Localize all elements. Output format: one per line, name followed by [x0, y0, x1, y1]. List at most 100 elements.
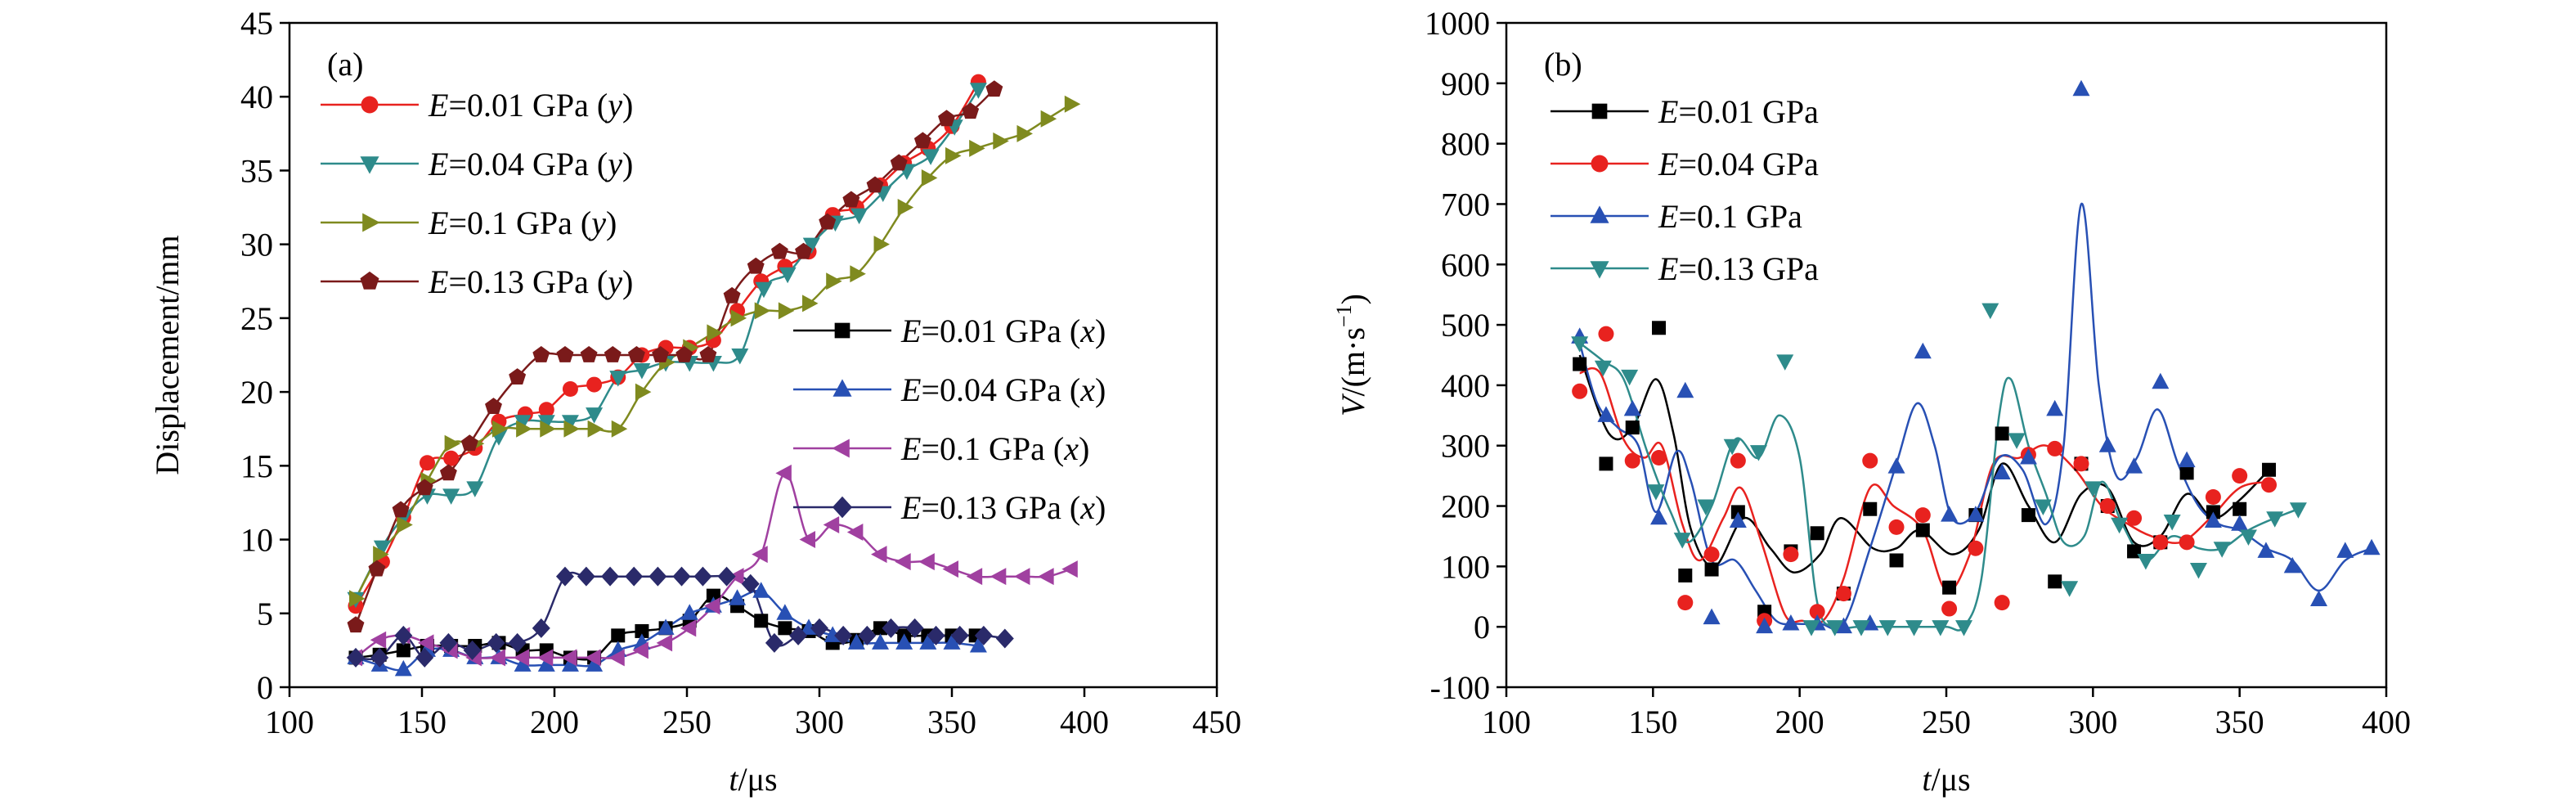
point-series-1 — [1994, 595, 2010, 611]
x-tick-label: 100 — [1482, 704, 1531, 740]
point-series-3 — [460, 434, 478, 452]
x-tick-label: 200 — [1775, 704, 1824, 740]
point-series-2 — [826, 272, 842, 290]
point-series-3 — [890, 154, 908, 171]
point-series-6 — [536, 649, 554, 667]
legend-marker — [362, 213, 380, 232]
point-series-4 — [611, 628, 626, 643]
point-series-1 — [1862, 452, 1878, 469]
point-series-1 — [802, 237, 820, 254]
y-tick-label: 1000 — [1425, 5, 1490, 42]
point-series-3 — [819, 213, 837, 230]
point-series-7 — [834, 625, 853, 645]
point-series-6 — [1038, 568, 1054, 586]
legend-label: E=0.13 GPa (x) — [900, 489, 1106, 526]
point-series-1 — [609, 371, 627, 387]
point-series-2 — [897, 199, 914, 217]
point-series-6 — [1061, 560, 1078, 578]
point-series-2 — [2336, 542, 2354, 558]
point-series-0 — [1810, 526, 1824, 541]
x-axis-label: t/μs — [1922, 761, 1970, 798]
point-series-3 — [2008, 433, 2026, 449]
y-tick-label: 15 — [240, 447, 273, 484]
point-series-2 — [2178, 451, 2196, 468]
point-series-1 — [850, 208, 868, 225]
legend-entry: E=0.1 GPa (x) — [793, 430, 1089, 467]
y-axis-label: Displacement/mm — [149, 235, 186, 474]
point-series-2 — [1782, 614, 1800, 631]
point-series-5 — [394, 659, 412, 677]
point-series-7 — [625, 566, 644, 587]
point-series-1 — [1941, 600, 1958, 617]
legend-entry: E=0.04 GPa (x) — [793, 371, 1106, 408]
point-series-1 — [1835, 586, 1851, 602]
point-series-2 — [2019, 447, 2037, 465]
point-series-5 — [657, 618, 675, 635]
legend-label: E=0.04 GPa (y) — [428, 146, 633, 182]
point-series-0 — [538, 402, 554, 418]
point-series-1 — [514, 415, 532, 431]
point-series-3 — [1878, 620, 1896, 636]
point-series-6 — [632, 641, 648, 659]
legend-entry: E=0.04 GPa — [1551, 146, 1819, 182]
legend-marker — [360, 156, 379, 174]
point-series-3 — [2084, 481, 2102, 497]
point-series-7 — [905, 618, 924, 638]
point-series-6 — [585, 649, 601, 667]
legend-label: E=0.1 GPa (y) — [428, 205, 617, 241]
point-series-7 — [601, 566, 620, 587]
point-series-5 — [776, 604, 794, 620]
point-series-2 — [707, 324, 723, 342]
point-series-4 — [754, 614, 769, 628]
point-series-3 — [1932, 620, 1950, 636]
point-series-3 — [1981, 303, 1999, 320]
point-series-2 — [1941, 506, 1959, 522]
point-series-3 — [770, 242, 788, 259]
point-series-3 — [2137, 553, 2155, 570]
legend-marker — [832, 496, 853, 519]
point-series-5 — [561, 655, 579, 672]
point-series-2 — [491, 420, 509, 438]
point-series-0 — [2233, 501, 2247, 516]
point-series-0 — [1889, 553, 1904, 568]
point-series-3 — [1776, 354, 1794, 371]
x-tick-label: 400 — [2362, 704, 2411, 740]
y-tick-label: 800 — [1441, 126, 1490, 163]
point-series-6 — [417, 634, 434, 652]
point-series-2 — [1064, 95, 1081, 113]
point-series-3 — [866, 176, 884, 193]
point-series-2 — [730, 309, 747, 327]
point-series-2 — [1914, 342, 1932, 359]
panel-b: 100 150 200 250 300 350 400 -100 0 100 200 300 400 50… — [1332, 5, 2411, 798]
point-series-1 — [2126, 510, 2143, 526]
legend-label: E=0.04 GPa (x) — [900, 371, 1106, 408]
point-series-3 — [1697, 499, 1715, 516]
point-series-1 — [1968, 540, 1984, 556]
point-series-3 — [1673, 533, 1691, 549]
point-series-1 — [1730, 452, 1746, 469]
point-series-2 — [2152, 372, 2170, 389]
point-series-2 — [1729, 511, 1747, 528]
point-series-2 — [1834, 617, 1852, 634]
point-series-1 — [1677, 595, 1694, 611]
point-series-0 — [2179, 465, 2194, 480]
point-series-2 — [540, 420, 556, 438]
legend-entry: E=0.01 GPa (y) — [321, 87, 633, 124]
y-tick-label: 25 — [240, 300, 273, 337]
point-series-6 — [942, 560, 958, 578]
point-series-2 — [1040, 110, 1057, 128]
point-series-0 — [2262, 462, 2277, 477]
point-series-3 — [938, 110, 955, 127]
point-series-2 — [2257, 542, 2275, 558]
x-tick-label: 350 — [2215, 704, 2264, 740]
line-series-3 — [354, 88, 995, 626]
x-axis-label-var: t — [1922, 761, 1932, 798]
point-series-1 — [2047, 440, 2063, 456]
point-series-3 — [2289, 502, 2307, 519]
point-series-2 — [611, 420, 628, 438]
y-tick-label: -100 — [1430, 669, 1490, 706]
legend-label: E=0.1 GPa — [1658, 198, 1802, 235]
point-series-0 — [1863, 501, 1878, 516]
legend-marker — [834, 322, 850, 339]
